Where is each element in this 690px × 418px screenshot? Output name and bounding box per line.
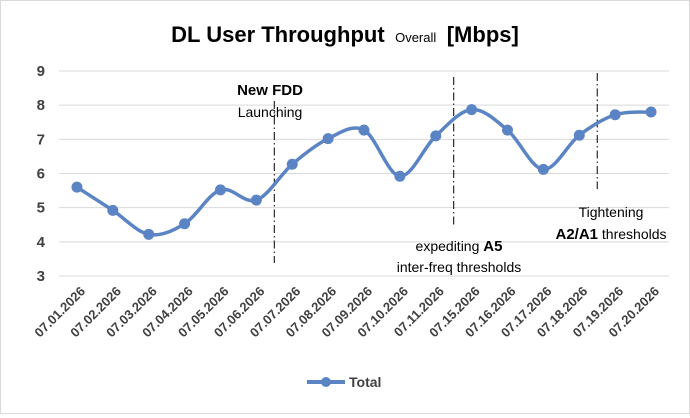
y-tick-label: 7 — [37, 131, 45, 148]
data-point — [286, 158, 298, 170]
y-tick-label: 4 — [37, 234, 46, 251]
y-tick-label: 8 — [37, 97, 45, 114]
y-tick-label: 6 — [37, 166, 45, 183]
data-point — [573, 129, 585, 141]
annotation-tightening-suffix: thresholds — [598, 226, 666, 242]
data-point — [250, 194, 262, 206]
annotation-expediting-bold: A5 — [483, 238, 502, 255]
annotation-tightening-bold: A2/A1 — [555, 226, 598, 243]
data-point — [537, 163, 549, 175]
chart-title: DL User Throughput Overall [Mbps] — [171, 22, 519, 47]
data-point — [143, 228, 155, 240]
annotation-new-fdd-title: New FDD — [237, 82, 303, 99]
legend-marker — [321, 377, 331, 387]
data-point — [645, 106, 657, 118]
data-point — [358, 124, 370, 136]
chart-title-unit: [Mbps] — [447, 22, 519, 47]
chart-title-qualifier: Overall — [395, 30, 436, 45]
y-axis: 3 4 5 6 7 8 9 — [37, 63, 46, 285]
annotation-new-fdd-subtitle: Launching — [238, 104, 303, 120]
annotation-tightening-line1: Tightening — [579, 204, 644, 220]
annotation-expediting-prefix: expediting — [416, 238, 484, 254]
data-point — [322, 133, 334, 145]
annotation-expediting-line1: expediting A5 — [416, 238, 503, 255]
chart-title-main: DL User Throughput — [171, 22, 385, 47]
legend: Total — [307, 374, 381, 390]
data-point — [71, 181, 83, 193]
data-point — [394, 170, 406, 182]
y-tick-label: 9 — [37, 63, 45, 80]
gridlines — [59, 70, 669, 277]
data-point — [214, 184, 226, 196]
data-point — [502, 124, 514, 136]
y-tick-label: 5 — [37, 200, 45, 217]
data-point — [466, 104, 478, 116]
annotation-tightening-line2: A2/A1 thresholds — [555, 226, 666, 243]
x-axis: 07.01.202607.02.202607.03.202607.04.2026… — [31, 284, 662, 341]
annotation-new-fdd: New FDD Launching — [237, 82, 303, 120]
y-tick-label: 3 — [37, 268, 45, 285]
annotation-expediting-a5: expediting A5 inter-freq thresholds — [397, 238, 522, 275]
data-point — [609, 109, 621, 121]
series-total — [71, 104, 657, 240]
annotation-tightening: Tightening A2/A1 thresholds — [555, 204, 666, 243]
annotation-expediting-line2: inter-freq thresholds — [397, 259, 522, 275]
data-point — [430, 130, 442, 142]
legend-label-total: Total — [349, 374, 381, 390]
data-point — [107, 204, 119, 216]
data-point — [179, 218, 191, 230]
